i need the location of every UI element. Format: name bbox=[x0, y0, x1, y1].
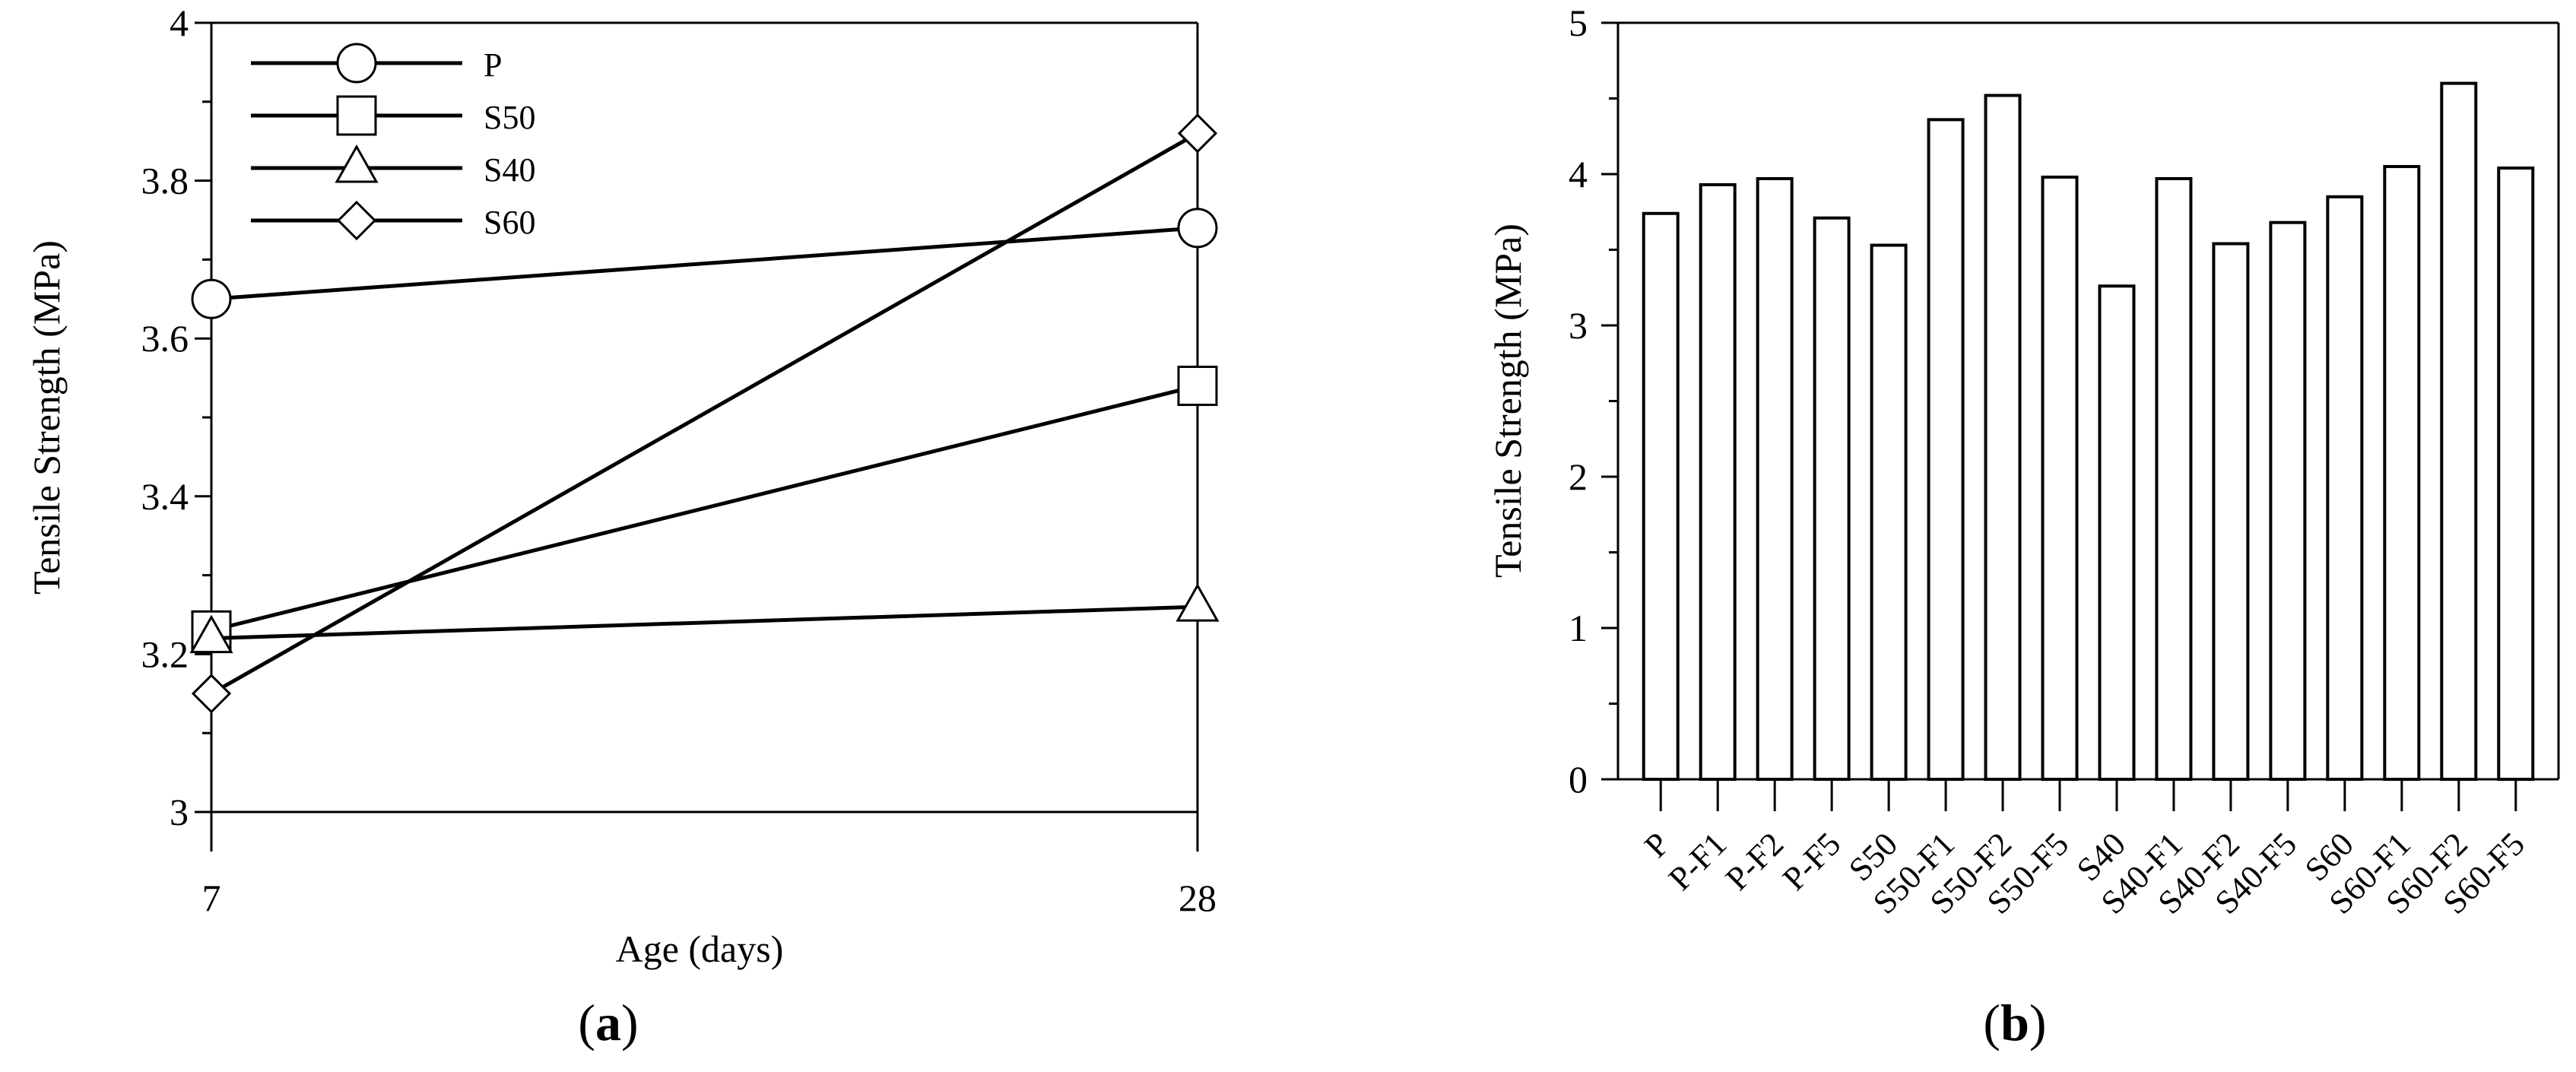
bar-s40-f2 bbox=[2212, 242, 2250, 782]
y-tick-label: 3 bbox=[1569, 304, 1588, 347]
bar-s50-f5 bbox=[2041, 175, 2079, 782]
legend-marker-s60 bbox=[336, 200, 377, 241]
legend-label: P bbox=[484, 46, 502, 84]
data-point-s50 bbox=[1177, 365, 1218, 406]
bar-s40 bbox=[2098, 284, 2136, 781]
y-axis-label: Tensile Strength (MPa) bbox=[1486, 224, 1529, 578]
bar-s40-f5 bbox=[2269, 220, 2307, 781]
bar-s40-f1 bbox=[2155, 176, 2193, 782]
series-line-s50 bbox=[211, 384, 1198, 633]
data-point-s60 bbox=[191, 674, 232, 714]
series-group bbox=[189, 113, 1220, 714]
bar-s50-f1 bbox=[1927, 118, 1965, 782]
y-tick-label: 1 bbox=[1569, 607, 1588, 649]
y-axis-label: Tensile Strength (MPa) bbox=[25, 240, 68, 595]
legend-label: S40 bbox=[484, 151, 535, 189]
y-tick-label: 5 bbox=[1569, 2, 1588, 44]
line-chart-panel: 3 3.2 3.4 3.6 3.8 4 7 28 P S50 S40 S60 Tensile St… bbox=[25, 2, 1220, 1051]
y-tick-label: 0 bbox=[1569, 758, 1588, 801]
series-line-p bbox=[211, 226, 1198, 301]
legend-label: S50 bbox=[484, 99, 535, 136]
x-axis-label: Age (days) bbox=[616, 928, 784, 970]
bar-s60-f1 bbox=[2383, 165, 2421, 782]
panel-label-b: (b) bbox=[1983, 994, 2046, 1051]
legend-label: S60 bbox=[484, 204, 535, 241]
bar-s60 bbox=[2326, 195, 2364, 782]
y-tick-label: 3.8 bbox=[141, 160, 189, 202]
legend-marker-s50 bbox=[336, 95, 377, 136]
x-tick-label: P-F5 bbox=[1775, 825, 1848, 897]
legend: P S50 S40 S60 bbox=[251, 43, 535, 241]
y-tick-label: 3.4 bbox=[141, 475, 189, 518]
y-tick-label: 4 bbox=[1569, 153, 1588, 195]
y-tick-label: 3.6 bbox=[141, 317, 189, 360]
y-tick-label: 2 bbox=[1569, 455, 1588, 498]
x-tick-label: 7 bbox=[202, 877, 221, 919]
bar-s60-f2 bbox=[2440, 81, 2478, 782]
legend-marker-p bbox=[336, 43, 377, 84]
panel-label-a: (a) bbox=[578, 994, 638, 1051]
y-ticks: 0 1 2 3 4 5 bbox=[1569, 2, 1618, 801]
data-point-p bbox=[191, 278, 232, 319]
series-line-s60 bbox=[210, 132, 1199, 696]
x-ticks: 7 28 bbox=[202, 812, 1217, 919]
x-tick-label: P-F2 bbox=[1718, 825, 1791, 897]
bar-p-f2 bbox=[1756, 176, 1794, 782]
bars-group bbox=[1642, 81, 2535, 782]
legend-marker-s40 bbox=[335, 144, 379, 183]
bar-s60-f5 bbox=[2497, 167, 2535, 782]
data-point-s40 bbox=[189, 614, 233, 654]
bar-p-f1 bbox=[1699, 182, 1737, 781]
bar-s50-f2 bbox=[1984, 94, 2022, 781]
y-tick-label: 3 bbox=[170, 791, 189, 833]
x-tick-label: P bbox=[1637, 825, 1677, 864]
x-tick-label: P-F1 bbox=[1661, 825, 1734, 897]
data-point-p bbox=[1177, 208, 1218, 249]
y-tick-label: 3.2 bbox=[141, 633, 189, 675]
data-point-s40 bbox=[1175, 583, 1220, 622]
y-tick-label: 4 bbox=[170, 2, 189, 44]
x-tick-label: 28 bbox=[1179, 877, 1217, 919]
y-ticks: 3 3.2 3.4 3.6 3.8 4 bbox=[141, 2, 211, 833]
data-point-s60 bbox=[1177, 113, 1218, 154]
x-ticks: PP-F1P-F2P-F5S50S50-F1S50-F2S50-F5S40S40… bbox=[1637, 779, 2532, 921]
bar-p bbox=[1642, 211, 1680, 781]
bar-p-f5 bbox=[1813, 216, 1851, 781]
bar-s50 bbox=[1870, 243, 1908, 781]
series-line-s40 bbox=[211, 604, 1198, 641]
